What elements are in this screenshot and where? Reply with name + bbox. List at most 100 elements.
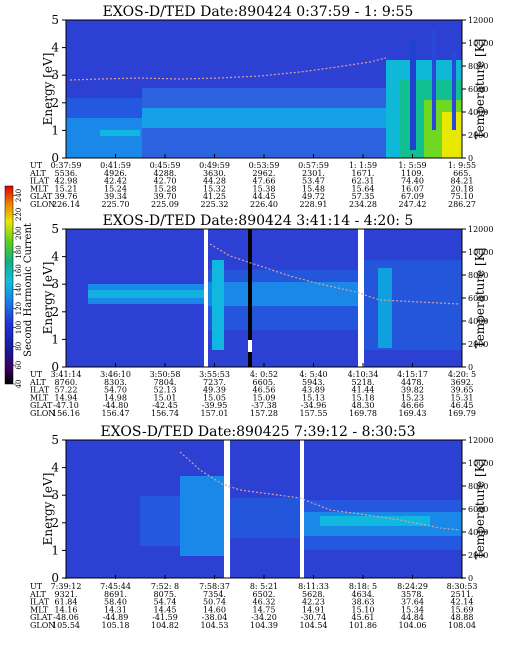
orbit-cell: 226.40 [250, 200, 278, 209]
orbit-cell: 4: 5:40 [299, 370, 327, 379]
orbit-cell: 105.18 [102, 621, 130, 630]
panel-2-dropout [248, 229, 252, 367]
orbit-cell: 7804. [154, 378, 177, 387]
orbit-cell: 104.39 [250, 621, 278, 630]
orbit-row-label: UT [30, 161, 43, 170]
orbit-cell: 1: 9:55 [448, 161, 476, 170]
orbit-cell: 2511. [451, 590, 474, 599]
temperature-tick-label: 10000 [468, 248, 493, 257]
orbit-cell: 15.10 [352, 605, 375, 614]
orbit-cell: 15.64 [352, 184, 375, 193]
orbit-cell: 4: 0:52 [250, 370, 278, 379]
panel-2-gap-2 [358, 229, 364, 367]
orbit-row-label: ILAT [30, 386, 50, 395]
orbit-row-label: GLAT [30, 192, 53, 201]
orbit-row-label: ILAT [30, 177, 50, 186]
orbit-cell: 8691. [104, 590, 127, 599]
panel-2-spike-2 [378, 268, 392, 348]
orbit-cell: 54.70 [104, 386, 127, 395]
colorbar-tick-label: 180 [15, 245, 23, 258]
energy-tick-label: 3 [51, 68, 59, 82]
orbit-cell: 46.32 [253, 598, 276, 607]
orbit-cell: 49.39 [203, 386, 226, 395]
temperature-tick-label: 4000 [468, 317, 488, 326]
orbit-cell: 15.69 [451, 605, 474, 614]
orbit-cell: -44.89 [103, 613, 129, 622]
orbit-cell: 3578. [401, 590, 424, 599]
orbit-cell: 47.66 [253, 177, 276, 186]
orbit-row-label: ILAT [30, 598, 50, 607]
energy-tick-label: 3 [51, 488, 59, 502]
energy-tick-label: 5 [51, 13, 59, 27]
temperature-tick-label: 0 [468, 363, 473, 372]
temperature-tick-label: 10000 [468, 39, 493, 48]
temperature-tick-label: 8000 [468, 271, 488, 280]
orbit-cell: 3:41:14 [51, 370, 82, 379]
orbit-cell: 3692. [451, 378, 474, 387]
temperature-tick-label: 6000 [468, 85, 488, 94]
colorbar-ticks: 40 60 80 100 120 140 160 180 200 220 240 [13, 189, 23, 389]
orbit-cell: 157.55 [300, 409, 328, 418]
orbit-cell: 8760. [55, 378, 78, 387]
orbit-cell: 39.82 [401, 386, 424, 395]
temperature-tick-label: 6000 [468, 294, 488, 303]
orbit-row-label: GLAT [30, 613, 53, 622]
orbit-row-label: ALT [29, 378, 46, 387]
orbit-cell: 44.28 [203, 177, 226, 186]
orbit-cell: 4634. [352, 590, 375, 599]
colorbar-tick-label: 40 [15, 380, 23, 389]
orbit-cell: 7237. [203, 378, 226, 387]
panel-2-band-a-core [88, 290, 204, 298]
orbit-cell: 4478. [401, 378, 424, 387]
orbit-cell: -41.59 [152, 613, 178, 622]
orbit-cell: 14.91 [302, 605, 325, 614]
energy-tick-label: 4 [51, 461, 59, 475]
orbit-cell: 226.14 [52, 200, 80, 209]
orbit-cell: 43.89 [302, 386, 325, 395]
orbit-row-label: GLON [30, 200, 55, 209]
temperature-tick-label: 4000 [468, 108, 488, 117]
energy-tick-label: 1 [51, 332, 59, 346]
orbit-cell: 0:37:59 [51, 161, 82, 170]
orbit-cell: 108.04 [448, 621, 476, 630]
panel-1-hot-region-4 [442, 112, 462, 158]
orbit-cell: 0:57:59 [298, 161, 329, 170]
orbit-cell: 15.28 [154, 184, 177, 193]
colorbar: Second Harmonic Current 40 60 80 100 120 140 1… [4, 185, 34, 389]
energy-tick-label: 2 [51, 516, 59, 530]
temperature-tick-label: 6000 [468, 505, 488, 514]
orbit-cell: 14.94 [55, 393, 78, 402]
orbit-cell: 15.31 [451, 393, 474, 402]
temperature-tick-label: 12000 [468, 225, 493, 234]
orbit-cell: 5943. [302, 378, 325, 387]
orbit-row-label: GLON [30, 409, 55, 418]
orbit-cell: 44.45 [253, 192, 276, 201]
panel-1: EXOS-D/TED Date:890424 0:37:59 - 1: 9:55… [29, 4, 493, 209]
orbit-cell: 15.38 [253, 184, 276, 193]
orbit-cell: 286.27 [448, 200, 476, 209]
colorbar-tick-label: 220 [15, 208, 23, 221]
energy-tick-label: 5 [51, 222, 59, 236]
orbit-cell: 5218. [352, 378, 375, 387]
panel-3-band-c-bright [320, 516, 430, 526]
orbit-row-label: MLT [30, 184, 49, 193]
orbit-cell: 4926. [104, 169, 127, 178]
panel-2-y2label: Temperature [K] [473, 248, 487, 349]
orbit-cell: 156.74 [151, 409, 179, 418]
orbit-cell: 15.23 [401, 393, 424, 402]
energy-tick-label: 2 [51, 305, 59, 319]
orbit-cell: 0:53:59 [249, 161, 280, 170]
panel-2-y2axis: 0 2000 4000 6000 8000 10000 12000 [462, 225, 493, 372]
panel-1-ylabel: Energy [eV] [41, 53, 55, 126]
orbit-cell: 7354. [203, 590, 226, 599]
orbit-cell: 104.54 [300, 621, 328, 630]
panel-1-stripe-c [452, 50, 456, 130]
orbit-cell: 42.98 [55, 177, 78, 186]
orbit-cell: 169.79 [448, 409, 476, 418]
orbit-cell: 6502. [253, 590, 276, 599]
orbit-cell: 48.88 [451, 613, 474, 622]
orbit-cell: 42.14 [451, 598, 474, 607]
orbit-cell: 15.05 [203, 393, 226, 402]
colorbar-tick-label: 140 [15, 283, 23, 296]
orbit-cell: 8: 5:21 [250, 582, 278, 591]
